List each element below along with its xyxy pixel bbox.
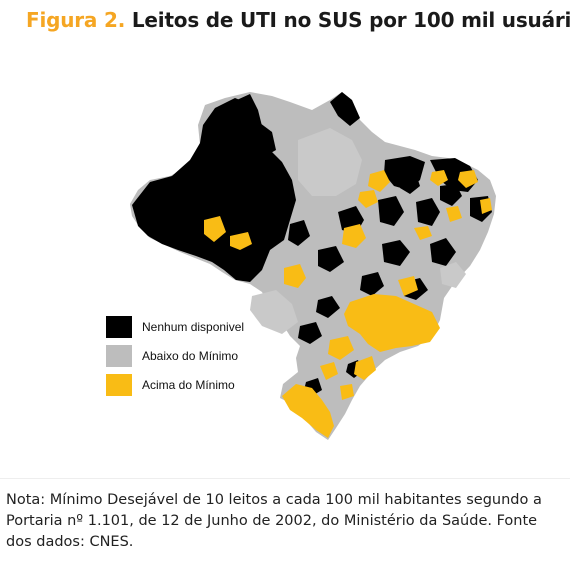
- legend-item-above: Acima do Mínimo: [106, 370, 244, 399]
- legend-item-below: Abaixo do Mínimo: [106, 341, 244, 370]
- regions-none: [132, 92, 492, 396]
- regions-above: [204, 170, 492, 438]
- legend-swatch-below: [106, 344, 132, 367]
- figure-label: Figura 2.: [26, 8, 126, 32]
- legend-label-below: Abaixo do Mínimo: [142, 348, 239, 363]
- note-divider: [0, 478, 570, 479]
- legend-swatch-above: [106, 373, 132, 396]
- footnote: Nota: Mínimo Desejável de 10 leitos a ca…: [6, 492, 542, 550]
- legend-item-none: Nenhum disponivel: [106, 312, 244, 341]
- legend-label-none: Nenhum disponivel: [142, 319, 245, 334]
- regions-below: [250, 128, 466, 334]
- legend-label-above: Acima do Mínimo: [142, 377, 235, 392]
- legend-swatch-none: [106, 315, 132, 338]
- brazil-map: [130, 92, 496, 440]
- map-legend: Nenhum disponivel Abaixo do Mínimo Acima…: [106, 312, 244, 399]
- figure-title: Figura 2. Leitos de UTI no SUS por 100 m…: [26, 8, 570, 32]
- figure-title-text: Leitos de UTI no SUS por 100 mil usuário…: [131, 8, 570, 32]
